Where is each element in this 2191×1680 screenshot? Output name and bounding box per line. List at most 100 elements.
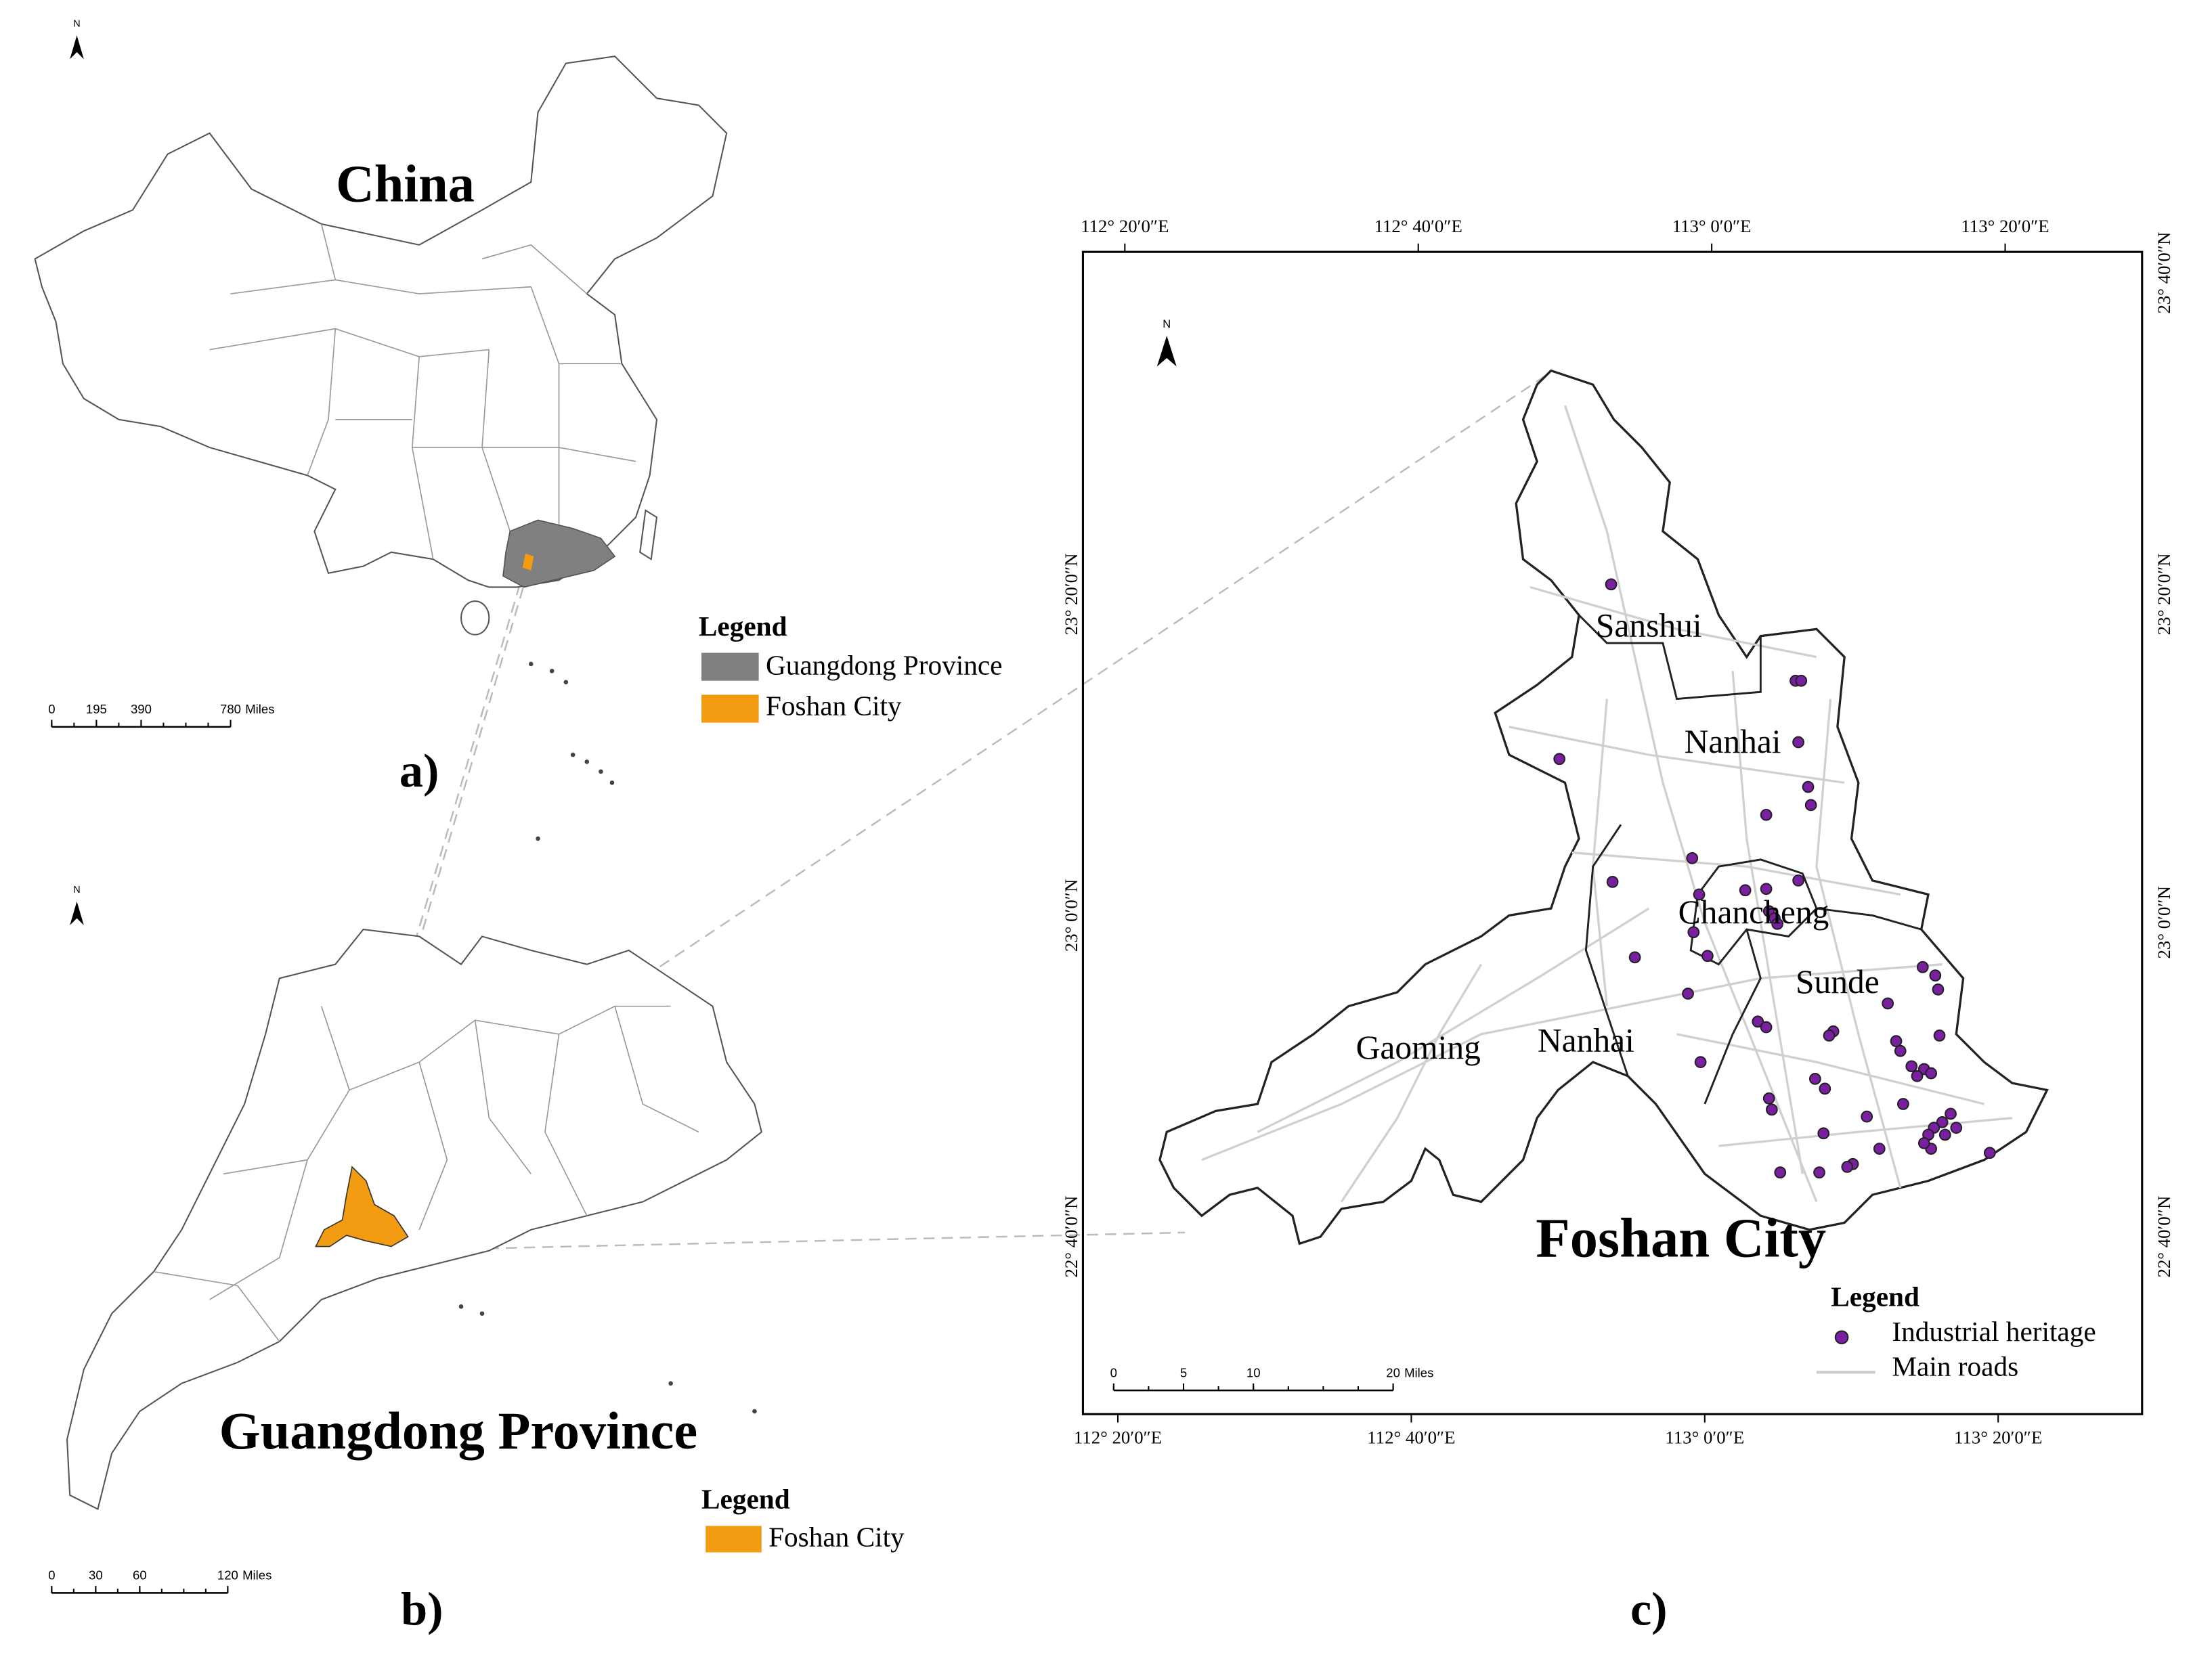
- scale-bar: 0 5 10 20 Miles: [1110, 1365, 1433, 1392]
- heritage-points: [1553, 578, 1996, 1179]
- heritage-point: [1687, 926, 1700, 939]
- heritage-point: [1686, 852, 1699, 864]
- scale-label: 0: [48, 702, 55, 716]
- islands: [458, 661, 757, 1414]
- heritage-point: [1792, 874, 1804, 887]
- island: [563, 680, 569, 685]
- heritage-point: [1628, 951, 1641, 964]
- coordinate-label: 112° 40′0″E: [1374, 216, 1462, 236]
- scale-label: 120: [217, 1568, 238, 1583]
- heritage-point: [1694, 1056, 1707, 1069]
- heritage-point: [1605, 578, 1618, 591]
- scale-label: 780: [220, 702, 241, 716]
- taiwan: [639, 509, 658, 560]
- scale-label: 30: [89, 1568, 103, 1583]
- heritage-point: [1808, 1073, 1821, 1085]
- district-label: Sunde: [1796, 963, 1880, 1000]
- hainan: [460, 600, 490, 636]
- heritage-point: [1813, 1166, 1825, 1179]
- heritage-point: [1945, 1107, 1957, 1120]
- heritage-point: [1819, 1082, 1831, 1095]
- heritage-point: [1929, 969, 1942, 982]
- scale-label: 10: [1246, 1365, 1261, 1379]
- panel-b: N Guangdong Province b) Legend Foshan Ci…: [66, 885, 905, 1635]
- heritage-point: [1606, 876, 1619, 888]
- north-label: N: [73, 885, 80, 896]
- scale-bar: 0 30 60 120 Miles: [48, 1568, 272, 1594]
- coordinate-label: 22° 40′0″N: [1061, 1196, 1081, 1278]
- heritage-point: [1938, 1128, 1951, 1141]
- heritage-point: [1760, 1021, 1773, 1034]
- legend-swatch: [706, 1526, 762, 1553]
- panel-label: c): [1630, 1583, 1668, 1635]
- foshan-outline: [1158, 369, 2049, 1245]
- heritage-point: [1553, 753, 1566, 766]
- heritage-point: [1896, 1098, 1909, 1110]
- heritage-point: [1983, 1147, 1996, 1159]
- scale-unit: Miles: [245, 702, 274, 716]
- heritage-point: [1873, 1143, 1886, 1155]
- heritage-point: [1771, 917, 1783, 930]
- island: [479, 1311, 485, 1316]
- island: [536, 836, 540, 841]
- heritage-point: [1739, 884, 1752, 897]
- heritage-point: [1760, 808, 1773, 821]
- panel-title: China: [336, 154, 475, 213]
- scale-label: 0: [1110, 1365, 1117, 1379]
- island: [599, 769, 603, 774]
- legend-title: Legend: [699, 611, 787, 642]
- heritage-point: [1804, 799, 1817, 812]
- heritage-point: [1911, 1069, 1924, 1082]
- scale-label: 0: [48, 1568, 55, 1583]
- heritage-point: [1882, 997, 1894, 1010]
- scale-unit: Miles: [242, 1568, 272, 1583]
- guangdong-cities: [153, 1005, 699, 1342]
- district-label: Gaoming: [1356, 1029, 1481, 1066]
- heritage-point: [1774, 1166, 1787, 1179]
- district-label: Nanhai: [1685, 723, 1781, 760]
- heritage-point: [1765, 1103, 1778, 1116]
- legend-swatch: [701, 694, 759, 723]
- coordinate-label: 112° 20′0″E: [1081, 216, 1169, 236]
- foshan-fill: [315, 1166, 409, 1247]
- island: [570, 752, 576, 757]
- heritage-point: [1792, 736, 1804, 749]
- heritage-point: [1916, 960, 1929, 973]
- heritage-point: [1933, 1030, 1946, 1042]
- heritage-point: [1925, 1067, 1938, 1080]
- panel-title: Guangdong Province: [219, 1401, 698, 1460]
- heritage-point: [1861, 1110, 1873, 1123]
- heritage-point: [1760, 883, 1773, 896]
- north-label: N: [1163, 318, 1171, 330]
- heritage-point: [1701, 950, 1714, 963]
- island: [549, 668, 555, 673]
- island: [752, 1409, 757, 1414]
- china-outline: [34, 56, 728, 588]
- district-label: Chancheng: [1678, 893, 1829, 931]
- coordinate-label: 22° 40′0″N: [2154, 1196, 2174, 1278]
- coordinate-label: 113° 0′0″E: [1665, 1428, 1744, 1448]
- island: [528, 661, 534, 667]
- heritage-point: [1752, 1015, 1764, 1028]
- panel-label: a): [399, 745, 439, 797]
- heritage-point: [1917, 1136, 1930, 1149]
- legend-title: Legend: [701, 1484, 790, 1515]
- heritage-point: [1890, 1035, 1903, 1048]
- scale-bar: 0 195 390 780 Miles: [48, 702, 275, 728]
- north-label: N: [73, 19, 80, 30]
- legend-swatch: [701, 653, 759, 681]
- scale-unit: Miles: [1404, 1365, 1433, 1379]
- foshan-highlight: [522, 553, 534, 571]
- north-arrow: [1156, 335, 1177, 367]
- coordinate-label: 112° 40′0″E: [1367, 1428, 1455, 1448]
- heritage-point: [1682, 988, 1694, 1000]
- legend-symbol: [1834, 1330, 1849, 1345]
- coordinate-label: 23° 0′0″N: [2154, 886, 2174, 958]
- scale-label: 60: [133, 1568, 147, 1583]
- heritage-point: [1817, 1127, 1830, 1140]
- scale-label: 195: [86, 702, 107, 716]
- heritage-point: [1693, 888, 1706, 901]
- guangdong-outline: [66, 928, 762, 1511]
- heritage-point: [1762, 1092, 1775, 1105]
